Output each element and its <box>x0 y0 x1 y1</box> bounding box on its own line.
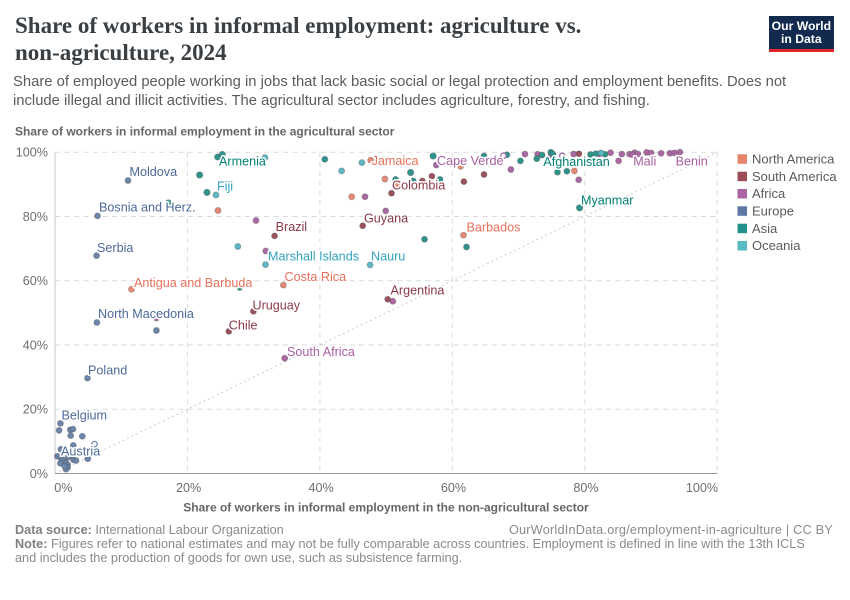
svg-text:20%: 20% <box>176 481 201 495</box>
svg-text:Austria: Austria <box>61 445 100 459</box>
svg-text:Myanmar: Myanmar <box>581 194 633 208</box>
svg-text:Guyana: Guyana <box>364 212 408 226</box>
svg-text:Oceania: Oceania <box>752 238 801 253</box>
svg-text:Fiji: Fiji <box>217 180 233 194</box>
svg-text:80%: 80% <box>573 481 598 495</box>
svg-text:North America: North America <box>752 151 835 166</box>
svg-text:40%: 40% <box>23 338 48 352</box>
svg-text:Uruguay: Uruguay <box>253 299 301 313</box>
svg-text:Europe: Europe <box>752 203 794 218</box>
svg-text:Marshall Islands: Marshall Islands <box>268 250 359 264</box>
svg-text:Benin: Benin <box>676 155 708 169</box>
svg-text:Share of workers in informal e: Share of workers in informal employment … <box>183 501 589 515</box>
svg-text:60%: 60% <box>23 274 48 288</box>
svg-text:South America: South America <box>752 169 837 184</box>
svg-text:Bosnia and Herz.: Bosnia and Herz. <box>99 201 196 215</box>
svg-text:80%: 80% <box>23 210 48 224</box>
svg-text:0%: 0% <box>30 467 48 481</box>
svg-text:Brazil: Brazil <box>276 220 308 234</box>
svg-text:Belgium: Belgium <box>62 409 108 423</box>
svg-text:Colombia: Colombia <box>392 179 445 193</box>
svg-text:0%: 0% <box>54 481 72 495</box>
svg-text:Serbia: Serbia <box>97 241 133 255</box>
svg-text:Asia: Asia <box>752 221 778 236</box>
svg-text:100%: 100% <box>16 146 48 160</box>
svg-text:South Africa: South Africa <box>287 345 355 359</box>
svg-text:Antigua and Barbuda: Antigua and Barbuda <box>134 276 252 290</box>
svg-text:Nauru: Nauru <box>371 250 405 264</box>
svg-text:60%: 60% <box>441 481 466 495</box>
svg-text:Africa: Africa <box>752 186 786 201</box>
svg-text:Argentina: Argentina <box>391 284 445 298</box>
svg-text:Chile: Chile <box>229 319 258 333</box>
svg-text:Armenia: Armenia <box>219 155 266 169</box>
svg-text:Share of workers in informal e: Share of workers in informal employment … <box>15 125 395 139</box>
svg-text:Jamaica: Jamaica <box>372 154 419 168</box>
svg-text:Costa Rica: Costa Rica <box>285 270 347 284</box>
svg-text:Moldova: Moldova <box>130 165 178 179</box>
svg-text:Cape Verde: Cape Verde <box>437 154 504 168</box>
svg-text:Barbados: Barbados <box>467 221 521 235</box>
svg-text:100%: 100% <box>686 481 718 495</box>
svg-text:Mali: Mali <box>633 155 656 169</box>
svg-text:20%: 20% <box>23 403 48 417</box>
svg-text:North Macedonia: North Macedonia <box>98 307 194 321</box>
svg-text:Poland: Poland <box>88 364 127 378</box>
svg-text:Afghanistan: Afghanistan <box>543 155 610 169</box>
svg-text:40%: 40% <box>308 481 333 495</box>
